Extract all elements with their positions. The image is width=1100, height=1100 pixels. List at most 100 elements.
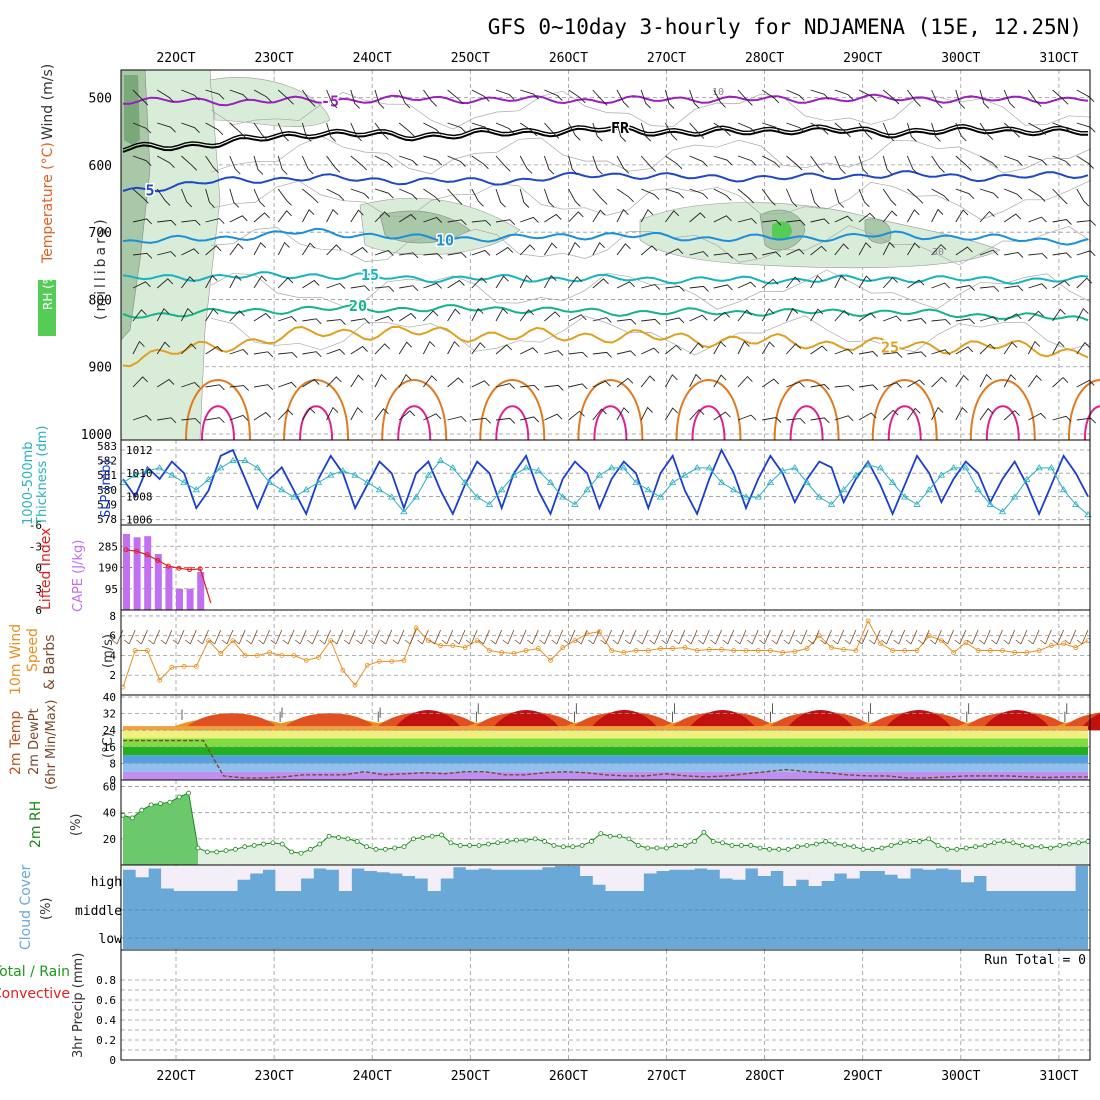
thickness-point [290,493,298,500]
wind-barb [374,315,394,322]
slp-line [122,447,1089,517]
thickness-point [412,493,420,500]
slp-tick: 1012 [126,444,153,457]
wind-barb-10m [453,629,466,645]
wind-barb [423,310,439,322]
temp-contour-35 [593,405,628,441]
temp-contour-30 [479,379,546,441]
wind-barb [786,418,806,424]
rh-point [907,839,913,844]
wind-barb-10m [172,629,185,645]
wind-barb [858,89,877,102]
wind-barb [374,373,387,388]
wind-speed-point [865,618,871,624]
wind-barb [157,251,177,257]
cloud-high-gap [910,866,924,869]
wind-barb [398,312,417,322]
rh-point [495,840,501,846]
rh-point [1038,844,1044,850]
wind-speed-point [450,643,456,648]
li-tick: -3 [29,540,42,553]
wind-barb-10m [197,629,209,645]
wind-barb [810,122,829,135]
wind-barb [156,341,171,355]
wind-barb [689,122,705,139]
li-point [197,566,203,572]
temp-hump [589,710,660,731]
cloud-high-gap [529,866,543,870]
rh-point [973,844,978,850]
wind-barb [616,318,637,325]
wind-speed-point [1061,641,1066,647]
li-point [165,563,171,569]
temp-hump [281,713,379,731]
rh-shade-region [379,210,471,244]
wind-barb [301,155,314,175]
wind-speed-point [535,646,541,651]
wind-barb [132,89,149,106]
temp-contour-35 [1083,405,1100,441]
rh-point [1020,842,1025,848]
wind-speed-point [242,653,248,658]
rh-point [748,842,754,848]
wind-barb [423,282,442,289]
wind-barb [398,122,416,138]
wind-barb [1076,89,1095,103]
wind-barb-10m [294,629,307,645]
wind-barb [1052,155,1071,167]
wind-barb [689,408,705,421]
wind-barb [568,410,585,421]
wind-speed-point [1024,650,1030,655]
li-tick: -6 [29,519,42,532]
wind-tick: 2 [109,669,116,682]
wind-speed-point [462,645,468,650]
wind-barb [689,373,702,388]
wind-barb [689,188,709,199]
wind-barb [157,219,177,226]
wind-speed-point [694,648,700,653]
wind-barb [713,215,732,223]
cloud-row-label: high [91,875,122,890]
cape-bar [144,536,152,610]
wind-barb-10m [624,629,637,645]
wind-speed-point [963,640,969,646]
wind-barb [737,340,750,355]
wind-barb [810,308,824,322]
wind-barb [544,413,563,421]
wind-label: Wind (m/s) [40,64,56,140]
wind-barb [979,89,990,109]
wind-barb [858,155,869,175]
temperature-label: Temperature (°C) [40,142,56,264]
wind-barb [302,407,316,421]
wind-barb [955,346,974,355]
rh-point [392,845,398,851]
thickness-point [962,464,970,471]
wind-barb [181,155,198,171]
wind-barb-10m [148,629,161,645]
wind-speed-point [181,663,187,669]
wind-barb [399,155,418,166]
date-tick-bottom: 29OCT [843,1069,882,1084]
wind-barb [253,411,272,421]
wind-barb [834,415,854,422]
wind-barb-10m [771,629,783,645]
thickness-point [815,493,823,500]
rh-point [701,829,707,835]
cloud-high-gap [707,866,721,870]
wind-barb [302,188,319,204]
wind-barb [931,406,944,421]
wind-barb [132,309,147,322]
wind-barb [374,155,393,168]
wind-barb-10m [465,629,478,645]
cloud-high-gap [986,866,1000,891]
cloud-high-gap [491,866,505,870]
date-tick-bottom: 27OCT [647,1069,686,1084]
wind-barb [520,416,540,423]
li-label: Lifted Index [38,528,54,610]
wind-barb [350,406,363,421]
rh-point [832,841,838,847]
dewpoint-line [123,739,1088,779]
wind-barb [931,155,945,173]
cloud-high-gap [478,866,492,869]
rh-point [523,837,529,843]
